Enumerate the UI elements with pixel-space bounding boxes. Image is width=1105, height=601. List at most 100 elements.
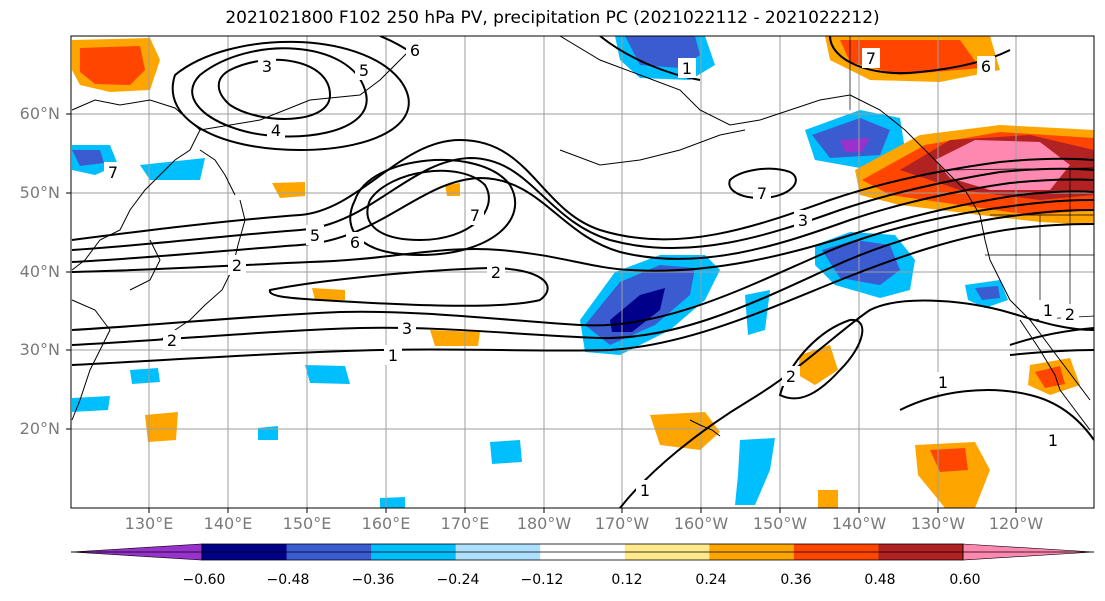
coastline-mexico bbox=[1059, 389, 1091, 431]
pv-contour bbox=[899, 389, 1094, 441]
coastline-bc bbox=[849, 94, 1091, 401]
lon-label: 130°W bbox=[910, 514, 966, 533]
coastline-kamchatka bbox=[199, 39, 421, 131]
pv-contour bbox=[217, 58, 332, 120]
coastline-asia bbox=[71, 99, 201, 271]
pv-contour bbox=[1009, 327, 1094, 346]
pv-contour bbox=[71, 199, 1094, 331]
colorbar-tick: 0.60 bbox=[949, 572, 981, 588]
precip-blob bbox=[145, 412, 178, 442]
lon-label: 140°E bbox=[203, 514, 253, 533]
contour-label: 2 bbox=[491, 263, 501, 282]
precip-blob bbox=[975, 286, 1000, 300]
contour-label: 2 bbox=[232, 256, 242, 275]
axis-ticks bbox=[66, 113, 1017, 513]
coastlines bbox=[71, 36, 1091, 437]
precip-blob bbox=[80, 46, 145, 85]
lon-label: 130°E bbox=[124, 514, 174, 533]
pv-contour bbox=[171, 40, 410, 152]
precip-blob bbox=[272, 182, 305, 198]
pv-contour bbox=[71, 176, 1094, 263]
contour-label: 1 bbox=[388, 346, 398, 365]
contour-label: 2 bbox=[786, 367, 796, 386]
pv-contour bbox=[778, 318, 864, 400]
contour-label: 1 bbox=[1048, 431, 1058, 450]
precip-blob bbox=[490, 440, 522, 464]
colorbar-segments bbox=[70, 543, 1095, 561]
lat-label: 20°N bbox=[19, 419, 60, 438]
coastline-hawaii bbox=[689, 419, 721, 437]
precip-blob bbox=[72, 150, 104, 166]
precip-blob bbox=[818, 490, 838, 508]
colorbar-tick: −0.36 bbox=[351, 572, 395, 588]
precip-blob bbox=[915, 442, 990, 508]
colorbar-tick: 0.12 bbox=[611, 572, 643, 588]
colorbar-tick: −0.48 bbox=[266, 572, 310, 588]
contour-label: 5 bbox=[310, 226, 320, 245]
pv-contour bbox=[268, 266, 549, 307]
lon-label: 120°W bbox=[988, 514, 1044, 533]
pv-contour bbox=[728, 167, 797, 200]
precip-blob bbox=[305, 365, 350, 384]
precipitation-fill bbox=[72, 36, 1094, 508]
pv-contour bbox=[191, 47, 368, 138]
lon-label: 170°W bbox=[594, 514, 650, 533]
precip-blob bbox=[930, 448, 968, 472]
coastline-japan bbox=[159, 199, 246, 341]
precip-blob bbox=[840, 138, 870, 152]
coastline-aleutians bbox=[559, 129, 746, 166]
contour-label: 7 bbox=[470, 206, 480, 225]
precip-blob bbox=[610, 288, 665, 332]
contour-label: 1 bbox=[1043, 301, 1053, 320]
colorbar-tick: −0.60 bbox=[182, 572, 226, 588]
contour-label: 6 bbox=[410, 41, 420, 60]
precip-blob bbox=[140, 158, 205, 180]
lon-label: 160°E bbox=[361, 514, 411, 533]
pv-contour bbox=[619, 299, 1094, 508]
precip-blob bbox=[812, 118, 890, 158]
contour-label: 7 bbox=[757, 184, 767, 203]
contour-label: 6 bbox=[981, 57, 991, 76]
lon-label: 170°E bbox=[440, 514, 490, 533]
lat-label: 50°N bbox=[19, 183, 60, 202]
colorbar-tick: 0.24 bbox=[695, 572, 727, 588]
map-title: 2021021800 F102 250 hPa PV, precipitatio… bbox=[225, 8, 880, 28]
contour-label: 3 bbox=[798, 211, 808, 230]
pv-contour bbox=[1009, 349, 1094, 356]
contour-label: 2 bbox=[1065, 305, 1075, 324]
precip-blob bbox=[72, 396, 110, 412]
precip-blob bbox=[430, 330, 480, 346]
contour-label: 7 bbox=[866, 49, 876, 68]
coastline-baja bbox=[1019, 319, 1061, 391]
pv-contour bbox=[71, 190, 1094, 273]
precip-blob bbox=[735, 438, 775, 505]
contour-label: 1 bbox=[938, 373, 948, 392]
pv-contours bbox=[71, 36, 1094, 508]
coastline-alaska bbox=[559, 36, 851, 126]
lon-label: 180°W bbox=[516, 514, 572, 533]
precip-blob bbox=[798, 345, 838, 385]
contour-label: 5 bbox=[359, 61, 369, 80]
pv-contour bbox=[71, 138, 1094, 241]
lon-label: 140°W bbox=[831, 514, 887, 533]
precip-blob bbox=[312, 288, 345, 300]
coastline-china bbox=[71, 299, 111, 421]
precip-blob bbox=[130, 368, 160, 384]
pv-contour bbox=[599, 36, 701, 81]
precip-blob bbox=[822, 240, 900, 285]
precip-blob bbox=[650, 412, 720, 450]
lat-label: 30°N bbox=[19, 340, 60, 359]
contour-label: 3 bbox=[402, 319, 412, 338]
coastline-kurils bbox=[199, 149, 236, 196]
contour-label: 7 bbox=[108, 163, 118, 182]
contour-label: 1 bbox=[640, 481, 650, 500]
contour-label: 6 bbox=[350, 233, 360, 252]
border-states bbox=[985, 168, 1094, 320]
lon-label: 150°W bbox=[752, 514, 808, 533]
lat-label: 40°N bbox=[19, 262, 60, 281]
pv-contour bbox=[71, 156, 1094, 251]
pv-contour bbox=[71, 223, 1094, 366]
lat-label: 60°N bbox=[19, 104, 60, 123]
